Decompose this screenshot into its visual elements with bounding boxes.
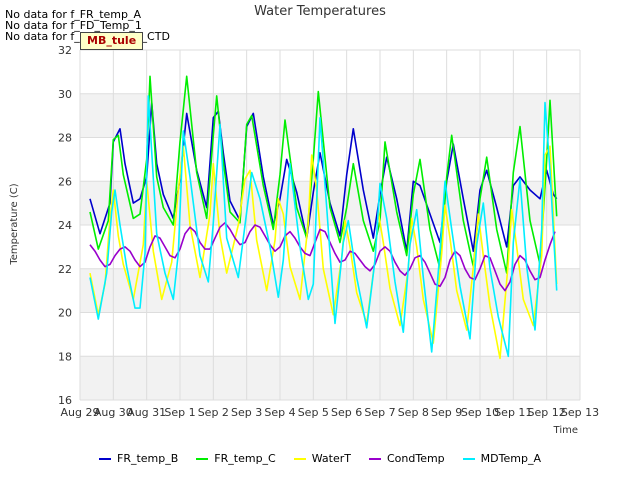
y-tick-label: 18 xyxy=(58,350,72,363)
y-tick-label: 32 xyxy=(58,44,72,57)
x-tick-label: Aug 31 xyxy=(127,406,166,419)
legend-swatch xyxy=(196,457,209,460)
x-tick-label: Sep 9 xyxy=(431,406,462,419)
series-lines xyxy=(89,75,558,360)
y-axis: 16 18 20 22 24 26 28 30 32 xyxy=(58,44,72,407)
site-tag: MB_tule xyxy=(80,32,144,50)
no-data-notice-1: No data for f_FR_temp_A xyxy=(5,8,141,21)
x-tick-label: Sep 12 xyxy=(528,406,566,419)
y-tick-label: 26 xyxy=(58,175,72,188)
legend: FR_temp_B FR_temp_C WaterT CondTemp MDTemp_A xyxy=(0,452,640,465)
x-axis-label: Time xyxy=(553,425,578,436)
x-tick-label: Sep 5 xyxy=(298,406,329,419)
legend-swatch xyxy=(293,457,306,460)
x-tick-label: Sep 7 xyxy=(364,406,395,419)
x-tick-label: Sep 3 xyxy=(231,406,262,419)
legend-item: WaterT xyxy=(293,452,351,465)
x-tick-label: Sep 11 xyxy=(494,406,532,419)
y-tick-label: 24 xyxy=(58,219,72,232)
x-tick-label: Sep 10 xyxy=(461,406,499,419)
x-tick-label: Sep 13 xyxy=(561,406,599,419)
legend-item: CondTemp xyxy=(368,452,445,465)
legend-item: FR_temp_C xyxy=(196,452,276,465)
legend-label: FR_temp_C xyxy=(214,452,276,465)
y-tick-label: 16 xyxy=(58,394,72,407)
legend-label: MDTemp_A xyxy=(480,452,541,465)
y-band xyxy=(80,356,580,400)
legend-label: CondTemp xyxy=(386,452,445,465)
series-line-fr-temp-b xyxy=(89,101,558,252)
x-tick-label: Sep 8 xyxy=(398,406,429,419)
y-tick-label: 22 xyxy=(58,263,72,276)
x-tick-label: Sep 4 xyxy=(264,406,295,419)
y-band xyxy=(80,93,580,138)
legend-item: FR_temp_B xyxy=(99,452,178,465)
no-data-notice-2: No data for f_FD_Temp_1 xyxy=(5,19,142,32)
x-tick-label: Aug 29 xyxy=(61,406,100,419)
chart-title: Water Temperatures xyxy=(254,4,386,19)
legend-swatch xyxy=(368,457,381,460)
series-line-fr-temp-c xyxy=(89,75,558,274)
series-line-condtemp xyxy=(89,222,556,292)
legend-swatch xyxy=(462,457,475,460)
grid-and-bands xyxy=(79,49,581,401)
legend-label: WaterT xyxy=(311,452,351,465)
legend-item: MDTemp_A xyxy=(462,452,541,465)
y-axis-label: Temperature (C) xyxy=(9,183,20,265)
y-tick-label: 20 xyxy=(58,307,72,320)
legend-swatch xyxy=(99,457,111,460)
series-line-mdtemp-a xyxy=(89,95,558,358)
x-tick-label: Sep 1 xyxy=(164,406,195,419)
y-tick-label: 30 xyxy=(58,88,72,101)
x-tick-label: Sep 6 xyxy=(331,406,362,419)
x-tick-label: Sep 2 xyxy=(198,406,229,419)
y-tick-label: 28 xyxy=(58,132,72,145)
x-tick-label: Aug 30 xyxy=(94,406,133,419)
legend-label: FR_temp_B xyxy=(117,452,179,465)
